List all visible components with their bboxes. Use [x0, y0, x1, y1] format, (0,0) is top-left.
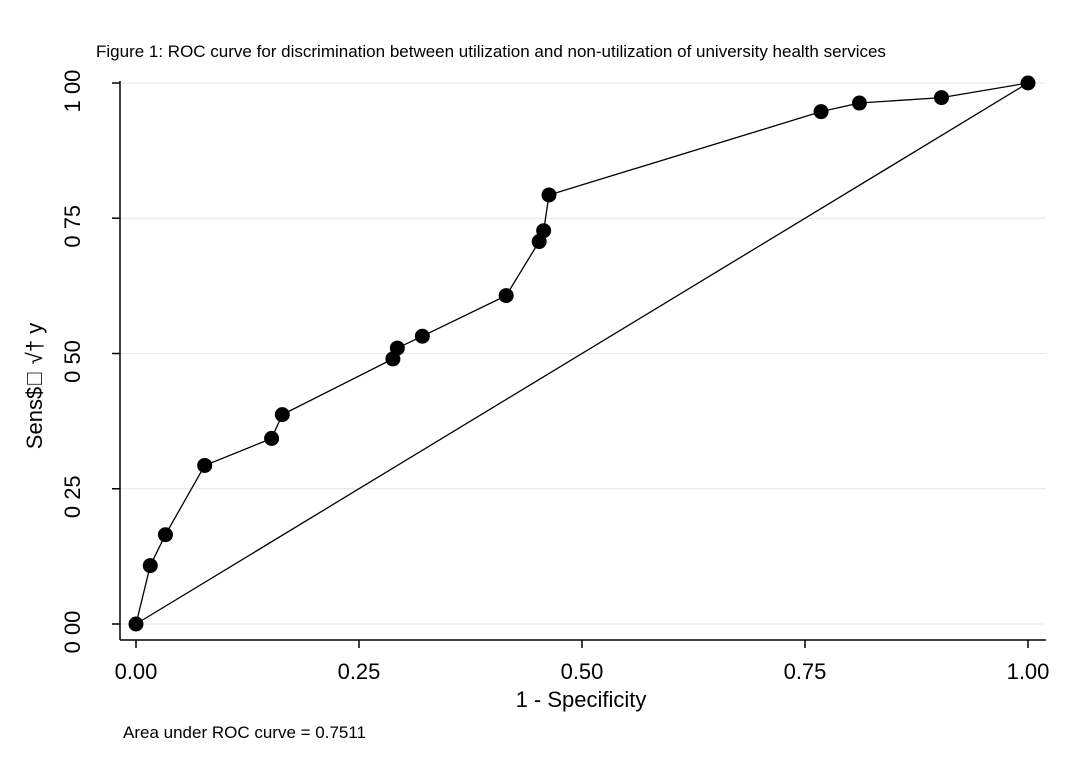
y-tick-label-2: 0 50 [60, 340, 85, 383]
chart-title: Figure 1: ROC curve for discrimination b… [96, 42, 886, 61]
y-tick-label-1: 0 25 [60, 475, 85, 518]
y-tick-label-3: 0 75 [60, 205, 85, 248]
roc-point-16 [1020, 75, 1036, 91]
y-tick-label-4: 1 00 [60, 70, 85, 113]
roc-point-13 [813, 104, 829, 120]
x-tick-label-2: 0.50 [561, 659, 604, 684]
roc-point-5 [274, 407, 290, 423]
reference-line-layer [135, 82, 1029, 625]
x-tick-label-0: 0.00 [115, 659, 158, 684]
x-axis-label: 1 - Specificity [516, 687, 647, 712]
reference-diagonal-line [135, 82, 1029, 625]
y-tick-label-0: 0 00 [60, 611, 85, 654]
auc-annotation: Area under ROC curve = 0.7511 [123, 723, 367, 742]
roc-point-0 [128, 616, 144, 632]
x-tick-label-4: 1.00 [1007, 659, 1050, 684]
x-tick-label-1: 0.25 [338, 659, 381, 684]
roc-point-1 [142, 558, 158, 574]
roc-point-15 [933, 90, 949, 106]
roc-point-2 [157, 527, 173, 543]
roc-point-11 [536, 223, 552, 239]
series-layer [128, 75, 1036, 632]
roc-point-4 [264, 430, 280, 446]
roc-point-3 [197, 457, 213, 473]
roc-point-8 [414, 328, 430, 344]
roc-point-14 [851, 95, 867, 111]
roc-point-9 [498, 288, 514, 304]
y-axis-label: Sens$  √† y [22, 323, 47, 449]
axis-layer [119, 81, 1046, 641]
roc-point-12 [541, 187, 557, 203]
x-tick-label-3: 0.75 [784, 659, 827, 684]
tick-label-layer: 0 00 0 25 0 50 0 75 1 00 0.00 0.25 0.50 0.75 1.00 [60, 70, 1049, 684]
roc-point-7 [389, 340, 405, 356]
